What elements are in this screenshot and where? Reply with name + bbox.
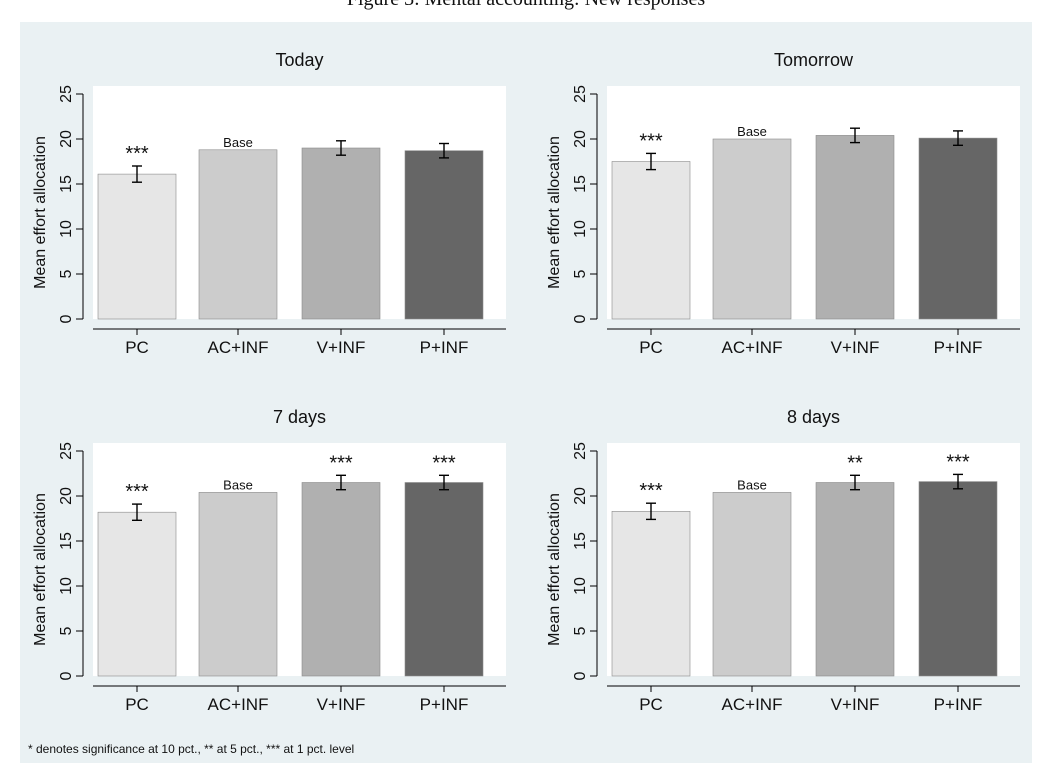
x-tick-label: PC — [125, 695, 149, 714]
x-tick-label: AC+INF — [208, 338, 269, 357]
y-axis-label: Mean effort allocation — [32, 136, 49, 289]
panel-title: Today — [275, 50, 323, 70]
x-tick-label: P+INF — [420, 338, 469, 357]
figure-frame: Today 0 5 10 15 20 25 Mean effort allocation ***… — [20, 22, 1032, 763]
y-tick-label: 10 — [58, 577, 75, 595]
x-tick-label: PC — [125, 338, 149, 357]
significance-label: *** — [125, 143, 149, 165]
panel-title: 7 days — [273, 407, 326, 427]
y-tick-label: 25 — [572, 442, 589, 460]
y-tick-label: 20 — [572, 487, 589, 505]
significance-label: *** — [432, 452, 456, 474]
y-tick-label: 5 — [572, 626, 589, 635]
chart-panel: Tomorrow 0 5 10 15 20 25 Mean effort allocation… — [546, 50, 1020, 357]
significance-label: *** — [946, 451, 970, 473]
panel-title: Tomorrow — [774, 50, 854, 70]
significance-label: *** — [639, 130, 663, 152]
y-tick-label: 0 — [572, 671, 589, 680]
bar — [918, 137, 998, 320]
y-axis-label: Mean effort allocation — [546, 136, 563, 289]
y-tick-label: 20 — [58, 487, 75, 505]
significance-note: * denotes significance at 10 pct., ** at… — [28, 742, 355, 756]
panel-title: 8 days — [787, 407, 840, 427]
y-tick-label: 5 — [58, 269, 75, 278]
base-label: Base — [223, 477, 253, 492]
bar — [198, 149, 278, 320]
y-tick-label: 20 — [572, 130, 589, 148]
x-tick-label: V+INF — [831, 695, 880, 714]
base-label: Base — [737, 477, 767, 492]
bar — [712, 492, 792, 677]
bar — [611, 161, 691, 320]
y-tick-label: 0 — [58, 671, 75, 680]
bar — [815, 135, 895, 320]
bar — [404, 482, 484, 677]
x-tick-label: AC+INF — [208, 695, 269, 714]
x-tick-label: PC — [639, 695, 663, 714]
x-tick-label: AC+INF — [722, 338, 783, 357]
chart-panel: Today 0 5 10 15 20 25 Mean effort allocation ***… — [32, 50, 506, 357]
y-tick-label: 20 — [58, 130, 75, 148]
y-tick-label: 10 — [572, 577, 589, 595]
y-tick-label: 0 — [572, 314, 589, 323]
y-tick-label: 15 — [58, 532, 75, 550]
bar — [97, 173, 177, 320]
bar — [301, 482, 381, 677]
y-tick-label: 15 — [572, 175, 589, 193]
y-tick-label: 25 — [58, 85, 75, 103]
figure-title: Figure 3: Mental accounting: New respons… — [0, 0, 1052, 11]
significance-label: *** — [329, 452, 353, 474]
x-tick-label: PC — [639, 338, 663, 357]
bar — [301, 147, 381, 320]
bar — [97, 511, 177, 677]
bar — [918, 481, 998, 677]
x-tick-label: P+INF — [934, 695, 983, 714]
base-label: Base — [737, 124, 767, 139]
y-tick-label: 5 — [58, 626, 75, 635]
significance-label: *** — [639, 480, 663, 502]
y-tick-label: 15 — [58, 175, 75, 193]
x-tick-label: V+INF — [831, 338, 880, 357]
bar — [611, 510, 691, 677]
y-tick-label: 25 — [572, 85, 589, 103]
significance-label: ** — [847, 452, 863, 474]
y-tick-label: 0 — [58, 314, 75, 323]
y-axis-label: Mean effort allocation — [546, 493, 563, 646]
bar — [712, 138, 792, 320]
chart-panel: 7 days 0 5 10 15 20 25 Mean effort allocation **… — [32, 407, 506, 714]
x-tick-label: AC+INF — [722, 695, 783, 714]
bar — [198, 492, 278, 677]
chart-panel: 8 days 0 5 10 15 20 25 Mean effort allocation **… — [546, 407, 1020, 714]
y-tick-label: 15 — [572, 532, 589, 550]
y-axis-label: Mean effort allocation — [32, 493, 49, 646]
y-tick-label: 10 — [572, 220, 589, 238]
significance-label: *** — [125, 481, 149, 503]
base-label: Base — [223, 135, 253, 150]
y-tick-label: 10 — [58, 220, 75, 238]
bar — [404, 150, 484, 320]
bar — [815, 482, 895, 677]
y-tick-label: 5 — [572, 269, 589, 278]
y-tick-label: 25 — [58, 442, 75, 460]
x-tick-label: P+INF — [934, 338, 983, 357]
x-tick-label: V+INF — [317, 338, 366, 357]
x-tick-label: P+INF — [420, 695, 469, 714]
x-tick-label: V+INF — [317, 695, 366, 714]
